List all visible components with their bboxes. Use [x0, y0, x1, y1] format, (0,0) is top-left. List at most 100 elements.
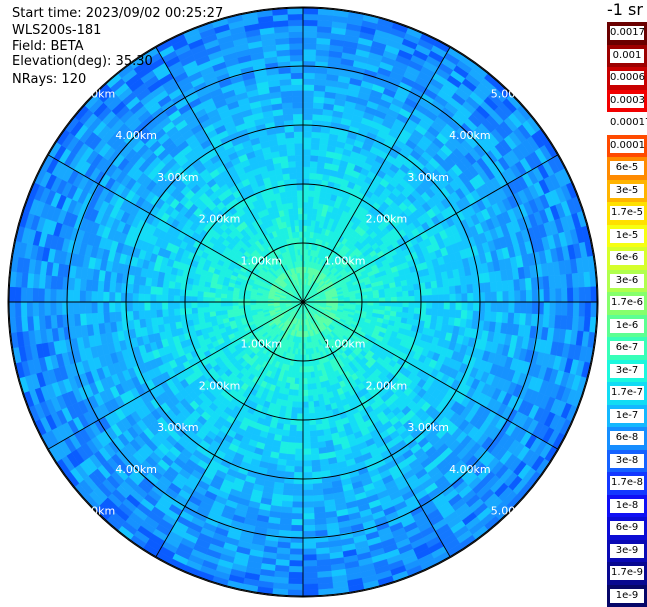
beta-cell: [373, 297, 380, 303]
beta-cell: [226, 297, 233, 303]
beta-cell: [67, 277, 76, 291]
beta-cell: [162, 315, 170, 325]
beta-cell: [349, 296, 357, 300]
beta-cell: [302, 460, 312, 467]
beta-cell: [308, 184, 316, 192]
beta-cell: [302, 472, 313, 479]
beta-cell: [244, 304, 251, 309]
beta-cell: [460, 284, 468, 294]
beta-cell: [385, 297, 392, 303]
beta-cell: [285, 459, 295, 467]
beta-cell: [302, 19, 318, 27]
beta-cell: [379, 301, 386, 307]
beta-cell: [531, 289, 539, 303]
beta-cell: [407, 284, 415, 292]
beta-cell: [315, 423, 324, 431]
beta-cell: [496, 301, 504, 313]
beta-cell: [191, 290, 198, 297]
beta-cell: [283, 483, 294, 491]
beta-cell: [561, 301, 568, 317]
beta-cell: [302, 78, 315, 85]
beta-cell: [288, 571, 304, 579]
beta-cell: [302, 231, 307, 238]
beta-cell: [313, 506, 326, 514]
beta-cell: [202, 296, 210, 303]
beta-cell: [109, 281, 117, 293]
beta-cell: [584, 301, 592, 318]
beta-cell: [220, 297, 227, 303]
beta-cell: [302, 72, 316, 80]
beta-cell: [306, 377, 312, 385]
beta-cell: [316, 435, 326, 443]
beta-cell: [443, 294, 451, 303]
beta-cell: [314, 524, 328, 532]
beta-cell: [292, 395, 299, 403]
beta-cell: [49, 301, 57, 316]
beta-cell: [132, 292, 139, 303]
beta-cell: [292, 489, 304, 497]
beta-cell: [294, 448, 304, 456]
beta-cell: [508, 290, 515, 303]
beta-cell: [243, 301, 251, 306]
beta-cell: [466, 283, 474, 294]
beta-cell: [389, 287, 397, 294]
beta-cell: [489, 281, 497, 293]
beta-cell: [14, 286, 22, 303]
beta-cell: [73, 301, 81, 315]
beta-cell: [302, 48, 317, 56]
beta-cell: [196, 301, 204, 308]
beta-cell: [191, 312, 199, 320]
beta-cell: [306, 371, 312, 379]
beta-cell: [302, 43, 317, 50]
beta-cell: [281, 494, 294, 502]
beta-cell: [308, 407, 315, 414]
beta-cell: [197, 307, 204, 314]
beta-cell: [302, 401, 309, 409]
beta-cell: [302, 219, 308, 226]
beta-cell: [280, 512, 293, 520]
beta-cell: [161, 301, 169, 310]
beta-cell: [302, 154, 311, 162]
beta-cell: [108, 291, 116, 303]
beta-cell: [149, 301, 157, 311]
beta-cell: [220, 301, 227, 307]
beta-cell: [313, 500, 325, 508]
beta-cell: [312, 488, 324, 496]
beta-cell: [316, 429, 325, 437]
beta-cell: [312, 483, 323, 491]
beta-cell: [361, 298, 368, 303]
beta-cell: [138, 301, 145, 311]
beta-cell: [91, 312, 99, 325]
beta-cell: [302, 84, 315, 91]
beta-cell: [293, 466, 304, 473]
beta-cell: [85, 279, 93, 292]
beta-cell: [309, 424, 317, 432]
beta-cell: [289, 542, 304, 550]
beta-cell: [168, 280, 176, 289]
beta-cell: [584, 286, 592, 303]
beta-cell: [174, 281, 182, 290]
beta-cell: [549, 288, 557, 303]
beta-cell: [302, 507, 315, 514]
beta-cell: [385, 301, 392, 307]
beta-cell: [85, 301, 92, 314]
beta-cell: [314, 72, 328, 80]
beta-cell: [384, 287, 391, 294]
beta-cell: [302, 483, 314, 491]
beta-cell: [209, 310, 217, 317]
beta-cell: [26, 301, 34, 317]
beta-cell: [373, 301, 380, 307]
beta-cell: [308, 190, 315, 197]
beta-cell: [555, 301, 562, 316]
beta-cell: [281, 429, 290, 437]
beta-cell: [132, 301, 139, 312]
beta-cell: [55, 288, 63, 303]
beta-cell: [292, 501, 304, 509]
beta-cell: [114, 301, 122, 313]
beta-cell: [396, 291, 404, 298]
beta-cell: [310, 447, 320, 455]
beta-cell: [302, 530, 316, 538]
beta-cell: [501, 280, 509, 292]
beta-cell: [291, 401, 298, 408]
beta-cell: [395, 286, 403, 293]
